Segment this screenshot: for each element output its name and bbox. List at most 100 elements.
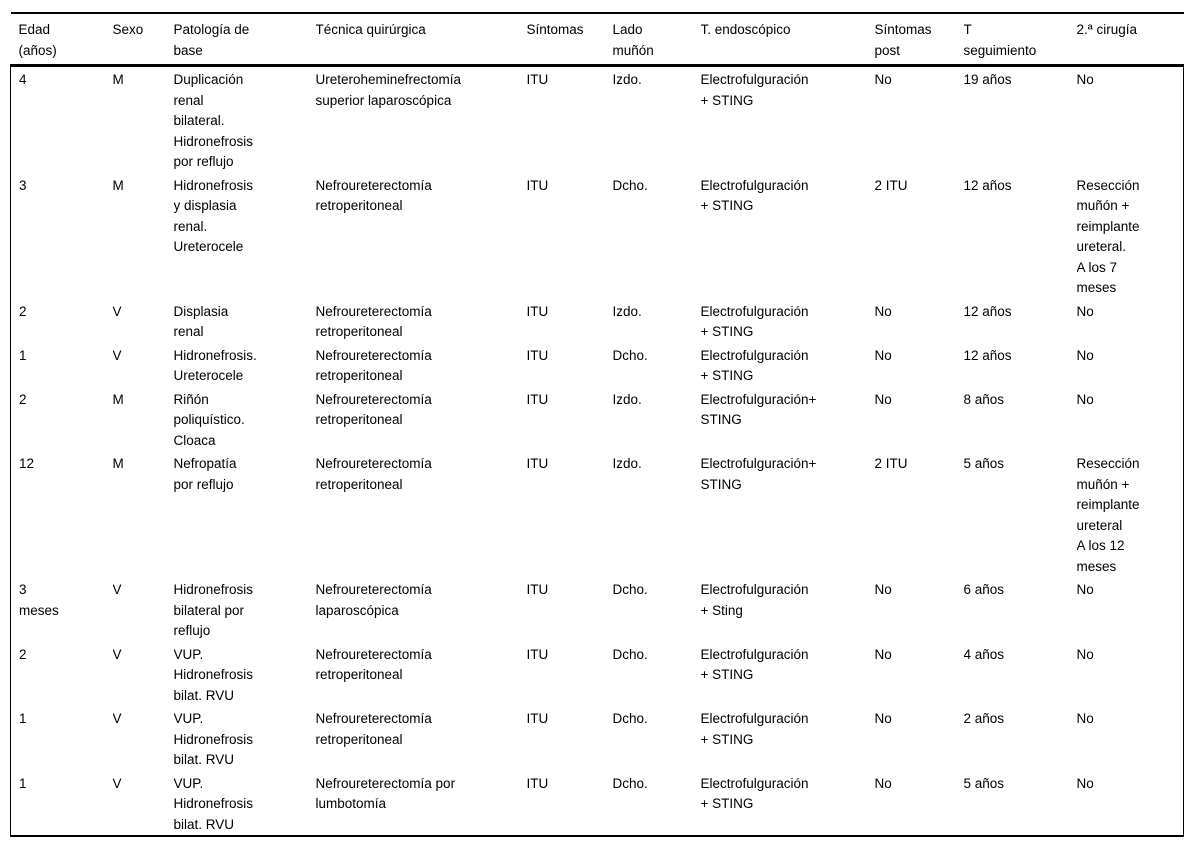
cell-sintomas-post: 2 ITU (874, 456, 908, 471)
cell-edad: 2 (10, 641, 113, 706)
cell-lado-munon: Dcho. (612, 582, 648, 597)
cell-sexo: V (112, 711, 122, 726)
cell-lado-munon: Izdo. (612, 303, 642, 319)
cell-t-endoscopico: Electrofulguración + STING (700, 303, 809, 340)
cell-sexo: V (112, 646, 122, 662)
cell-sintomas-post: No (874, 72, 892, 87)
header-segunda-cirugia: 2.ª cirugía (1076, 13, 1184, 67)
cell-sexo: M (112, 72, 124, 87)
cell-edad: 1 (10, 770, 113, 836)
cell-patologia-de-base: Hidronefrosis bilateral por reflujo (173, 582, 254, 638)
header-t-endoscopico: T. endoscópico (700, 13, 875, 67)
cell-t-endoscopico: Electrofulguración+ STING (700, 456, 817, 492)
cell-patologia-de-base: VUP. Hidronefrosis bilat. RVU (173, 775, 254, 832)
cell-patologia-de-base: Hidronefrosis. Ureterocele (173, 347, 257, 384)
cell-t-endoscopico: Electrofulguración + Sting (700, 582, 809, 618)
cell-sintomas: ITU (526, 775, 549, 791)
cell-patologia-de-base: Riñón poliquístico. Cloaca (173, 391, 245, 448)
cell-patologia-de-base: VUP. Hidronefrosis bilat. RVU (173, 711, 254, 767)
cell-t-endoscopico: Electrofulguración + STING (700, 72, 809, 108)
cell-sintomas-post: No (874, 775, 892, 791)
cell-sexo: M (112, 177, 124, 193)
cell-sintomas-post: No (874, 347, 892, 363)
table-row: 1 V VUP. Hidronefrosis bilat. RVU Nefrouret… (10, 770, 1184, 836)
cell-segunda-cirugia: No (1076, 706, 1184, 771)
table-row: 3 M Hidronefrosis y displasia renal. Urete… (10, 172, 1184, 299)
cell-sexo: V (112, 582, 122, 597)
header-sintomas: Síntomas (526, 13, 613, 67)
table-row: 1 V VUP. Hidronefrosis bilat. RVU Nefrouret… (10, 706, 1184, 771)
cell-segunda-cirugia: No (1076, 577, 1184, 642)
cell-t-endoscopico: Electrofulguración + STING (700, 177, 809, 214)
cell-t-seguimiento: 12 años (963, 347, 1012, 363)
cell-edad: 3 (10, 172, 113, 299)
cell-edad: 2 (10, 386, 113, 451)
cell-patologia-de-base: Hidronefrosis y displasia renal. Uretero… (173, 177, 254, 255)
cell-lado-munon: Izdo. (612, 391, 642, 407)
clinical-cases-table: Edad (años) Sexo Patología de base Técnica … (10, 12, 1184, 837)
cell-sintomas-post: No (874, 711, 892, 726)
cell-sintomas-post: No (874, 582, 892, 597)
header-row: Edad (años) Sexo Patología de base Técnica … (10, 13, 1184, 67)
cell-lado-munon: Dcho. (612, 177, 648, 193)
cell-edad: 3 meses (10, 577, 113, 642)
cell-segunda-cirugia: No (1076, 770, 1184, 836)
cell-lado-munon: Dcho. (612, 711, 648, 726)
cell-tecnica-quirurgica: Nefroureterectomía retroperitoneal (315, 711, 432, 747)
header-edad: Edad (años) (10, 13, 113, 67)
cell-edad: 1 (10, 342, 113, 387)
cell-tecnica-quirurgica: Ureteroheminefrectomía superior laparosc… (315, 72, 462, 108)
cell-segunda-cirugia: No (1076, 342, 1184, 387)
cell-sintomas-post: No (874, 391, 892, 407)
cell-tecnica-quirurgica: Nefroureterectomía retroperitoneal (315, 347, 432, 384)
cell-t-endoscopico: Electrofulguración + STING (700, 775, 809, 812)
cell-t-seguimiento: 5 años (963, 775, 1005, 791)
cell-t-endoscopico: Electrofulguración + STING (700, 347, 809, 384)
header-tecnica-quirurgica: Técnica quirúrgica (315, 13, 527, 67)
cell-edad: 1 (10, 706, 113, 771)
table-row: 2 V VUP. Hidronefrosis bilat. RVU Nefrouret… (10, 641, 1184, 706)
cell-segunda-cirugia: Resección muñón + reimplante ureteral A … (1076, 451, 1184, 577)
cell-sintomas: ITU (526, 582, 549, 597)
cell-tecnica-quirurgica: Nefroureterectomía retroperitoneal (315, 456, 432, 492)
cell-lado-munon: Dcho. (612, 646, 648, 662)
cell-t-seguimiento: 12 años (963, 303, 1012, 319)
cell-lado-munon: Dcho. (612, 775, 648, 791)
cell-t-seguimiento: 12 años (963, 177, 1012, 193)
cell-t-endoscopico: Electrofulguración + STING (700, 646, 809, 683)
cell-lado-munon: Dcho. (612, 347, 648, 363)
cell-sintomas: ITU (526, 646, 549, 662)
cell-tecnica-quirurgica: Nefroureterectomía retroperitoneal (315, 646, 432, 683)
cell-t-seguimiento: 5 años (963, 456, 1005, 471)
cell-sexo: M (112, 391, 124, 407)
table-body: 4 M Duplicación renal bilateral. Hidronefr… (10, 65, 1184, 836)
table-row: 4 M Duplicación renal bilateral. Hidronefr… (10, 65, 1184, 173)
cell-sexo: V (112, 347, 122, 363)
header-lado-munon: Lado muñón (612, 13, 701, 67)
cell-t-endoscopico: Electrofulguración+ STING (700, 391, 817, 428)
cell-sintomas: ITU (526, 72, 549, 87)
table-row: 2 V Displasia renal Nefroureterectomía retr… (10, 298, 1184, 343)
cell-lado-munon: Izdo. (612, 72, 642, 87)
cell-sintomas: ITU (526, 711, 549, 726)
cell-segunda-cirugia: No (1076, 298, 1184, 343)
cell-patologia-de-base: VUP. Hidronefrosis bilat. RVU (173, 646, 254, 703)
cell-t-seguimiento: 2 años (963, 711, 1005, 726)
cell-sintomas-post: 2 ITU (874, 177, 908, 193)
table-row: 1 V Hidronefrosis. Ureterocele Nefrouretere… (10, 342, 1184, 387)
cell-patologia-de-base: Nefropatía por reflujo (173, 456, 237, 492)
header-t-seguimiento: T seguimiento (963, 13, 1077, 67)
cell-tecnica-quirurgica: Nefroureterectomía retroperitoneal (315, 303, 432, 340)
cell-tecnica-quirurgica: Nefroureterectomía por lumbotomía (315, 775, 456, 812)
header-sexo: Sexo (112, 13, 174, 67)
cell-sintomas: ITU (526, 391, 549, 407)
cell-sexo: V (112, 303, 122, 319)
cell-lado-munon: Izdo. (612, 456, 642, 471)
cell-tecnica-quirurgica: Nefroureterectomía laparoscópica (315, 582, 432, 618)
header-patologia-de-base: Patología de base (173, 13, 316, 67)
cell-segunda-cirugia: No (1076, 641, 1184, 706)
cell-edad: 12 (10, 451, 113, 577)
cell-patologia-de-base: Duplicación renal bilateral. Hidronefros… (173, 72, 254, 169)
table-row: 3 meses V Hidronefrosis bilateral por refl… (10, 577, 1184, 642)
